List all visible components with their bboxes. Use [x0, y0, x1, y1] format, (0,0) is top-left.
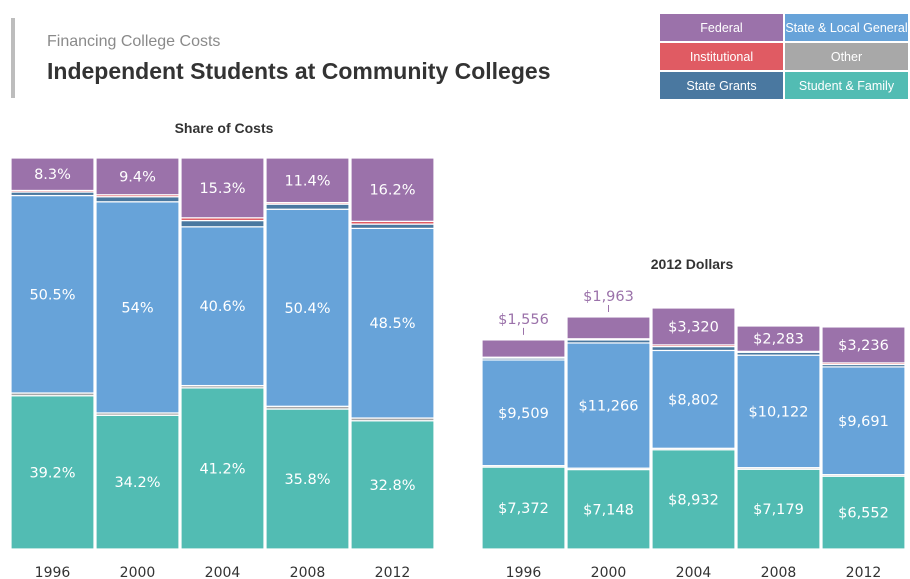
x-tick-label: 2004 — [676, 565, 712, 579]
data-label: $8,802 — [668, 392, 719, 408]
bar-segment-federal — [350, 157, 435, 222]
x-tick-label: 2008 — [290, 565, 326, 579]
bar-segment-federal — [566, 316, 651, 340]
chart-title: Share of Costs — [175, 120, 274, 136]
bar-segment-state-local-general — [265, 208, 350, 407]
legend-institutional: Institutional — [660, 43, 783, 70]
bar-segment-student-family — [350, 420, 435, 550]
bar-segment-student-family — [10, 395, 95, 550]
data-label: 48.5% — [369, 316, 415, 332]
bar-segment-state-local-general — [95, 201, 180, 414]
bar-segment-federal — [481, 339, 566, 358]
data-label: $6,552 — [838, 506, 889, 522]
data-label: 11.4% — [284, 173, 330, 189]
bar-segment-federal — [95, 157, 180, 196]
data-label: $7,148 — [583, 502, 634, 518]
data-label: 9.4% — [119, 169, 156, 185]
bar-segment-state-local-general — [736, 354, 821, 469]
bar-segment-federal — [736, 325, 821, 352]
data-label: $8,932 — [668, 492, 719, 508]
data-label: $7,179 — [753, 502, 804, 518]
data-label: $10,122 — [749, 404, 809, 420]
legend-student-family: Student & Family — [785, 72, 908, 99]
bar-segment-student-family — [481, 466, 566, 550]
legend-other: Other — [785, 43, 908, 70]
bar-segment-state-local-general — [481, 359, 566, 467]
data-label: $3,236 — [838, 338, 889, 354]
legend: Federal State & Local General Institutio… — [660, 14, 908, 99]
bar-segment-federal — [265, 157, 350, 204]
data-label: $9,509 — [498, 406, 549, 422]
data-label: $11,266 — [579, 399, 639, 415]
bar-segment-student-family — [566, 468, 651, 550]
data-label: 8.3% — [34, 167, 71, 183]
chart-title: 2012 Dollars — [651, 256, 734, 272]
bar-segment-student-family — [821, 475, 906, 550]
bar-segment-federal — [821, 326, 906, 364]
bar-segment-state-local-general — [180, 226, 265, 387]
data-label: 50.4% — [284, 301, 330, 317]
bar-segment-federal — [180, 157, 265, 219]
data-label: 32.8% — [369, 478, 415, 494]
bar-segment-state-local-general — [821, 366, 906, 476]
bar-segment-state-grants — [180, 219, 265, 228]
data-label: $1,556 — [498, 312, 549, 328]
data-label: 35.8% — [284, 472, 330, 488]
x-tick-label: 1996 — [506, 565, 542, 579]
bar-segment-state-local-general — [10, 194, 95, 394]
data-label: $7,372 — [498, 501, 549, 517]
bar-segment-state-grants — [350, 223, 435, 229]
x-tick-label: 2004 — [205, 565, 241, 579]
data-label: 40.6% — [199, 299, 245, 315]
x-tick-label: 2012 — [375, 565, 411, 579]
bar-segment-student-family — [95, 414, 180, 550]
data-label: 50.5% — [29, 287, 75, 303]
data-label: $1,963 — [583, 289, 634, 305]
x-tick-label: 2000 — [591, 565, 627, 579]
data-label: $2,283 — [753, 332, 804, 348]
legend-state-local: State & Local General — [785, 14, 908, 41]
x-tick-label: 2012 — [846, 565, 882, 579]
data-label: $9,691 — [838, 414, 889, 430]
accent-bar — [11, 18, 15, 98]
bar-segment-federal — [651, 307, 736, 346]
data-label: 54% — [121, 300, 153, 316]
legend-federal: Federal — [660, 14, 783, 41]
bar-segment-state-local-general — [350, 227, 435, 419]
data-label: 39.2% — [29, 465, 75, 481]
data-label: $3,320 — [668, 319, 719, 335]
x-tick-label: 2008 — [761, 565, 797, 579]
bar-segment-federal — [10, 157, 95, 192]
bar-segment-state-local-general — [651, 349, 736, 449]
kicker: Financing College Costs — [47, 33, 221, 50]
x-tick-label: 1996 — [35, 565, 71, 579]
data-label: 41.2% — [199, 461, 245, 477]
bar-segment-student-family — [736, 468, 821, 550]
bar-segment-state-grants — [265, 203, 350, 210]
legend-state-grants: State Grants — [660, 72, 783, 99]
data-label: 16.2% — [369, 183, 415, 199]
bar-segment-state-grants — [95, 196, 180, 203]
data-label: 15.3% — [199, 181, 245, 197]
page-title: Independent Students at Community Colleg… — [47, 58, 551, 84]
x-tick-label: 2000 — [120, 565, 156, 579]
data-label: 34.2% — [114, 475, 160, 491]
